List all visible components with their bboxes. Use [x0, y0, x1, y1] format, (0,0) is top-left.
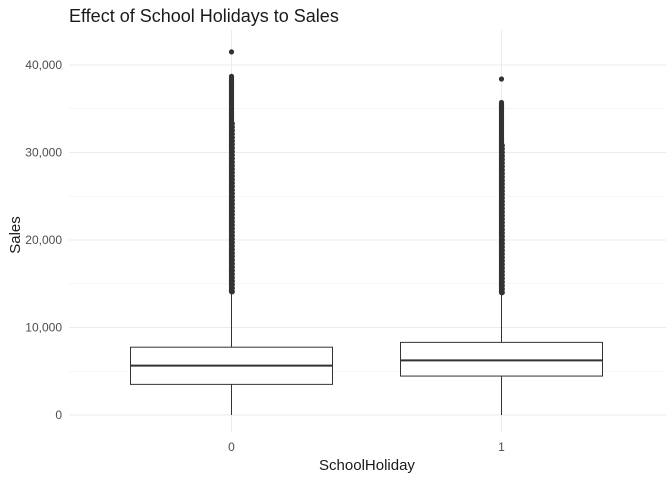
- x-tick-label: 0: [228, 440, 235, 454]
- chart-title: Effect of School Holidays to Sales: [69, 6, 339, 26]
- outlier-point: [229, 120, 235, 127]
- outlier-point: [498, 76, 505, 82]
- box-series: [130, 49, 603, 415]
- x-tick-label: 1: [498, 440, 505, 454]
- outlier-point: [499, 142, 505, 149]
- y-axis-title: Sales: [7, 216, 24, 254]
- y-tick-label: 0: [55, 408, 62, 422]
- iqr-box: [400, 341, 603, 377]
- y-tick-label: 30,000: [25, 146, 62, 160]
- box-group-0: [130, 49, 333, 415]
- box-group-1: [400, 76, 603, 415]
- outlier-point: [498, 99, 505, 106]
- outlier-point: [228, 49, 235, 55]
- y-tick-label: 20,000: [25, 233, 62, 247]
- y-axis-ticks: 0 10,000 20,000 30,000 40,000: [25, 58, 62, 422]
- y-tick-label: 10,000: [25, 321, 62, 335]
- x-axis-title: SchoolHoliday: [319, 457, 415, 474]
- y-tick-label: 40,000: [25, 58, 62, 72]
- outlier-point: [228, 73, 235, 79]
